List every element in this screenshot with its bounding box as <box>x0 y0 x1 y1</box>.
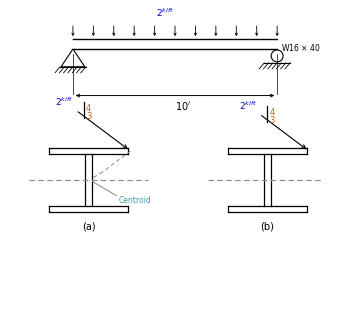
Text: 4: 4 <box>269 108 274 117</box>
Text: $2^{k/ft}$: $2^{k/ft}$ <box>56 96 74 108</box>
Text: 4: 4 <box>86 104 91 113</box>
Text: $2^{k/ft}$: $2^{k/ft}$ <box>239 100 257 112</box>
Text: $10'$: $10'$ <box>175 100 191 112</box>
Text: Centroid: Centroid <box>119 196 151 205</box>
Text: (a): (a) <box>82 221 96 232</box>
Text: W16 $\times$ 40: W16 $\times$ 40 <box>281 42 321 53</box>
Text: 3: 3 <box>269 116 274 125</box>
Text: $2^{k/ft}$: $2^{k/ft}$ <box>156 7 174 19</box>
Text: 3: 3 <box>86 112 91 121</box>
Text: (b): (b) <box>260 221 274 232</box>
